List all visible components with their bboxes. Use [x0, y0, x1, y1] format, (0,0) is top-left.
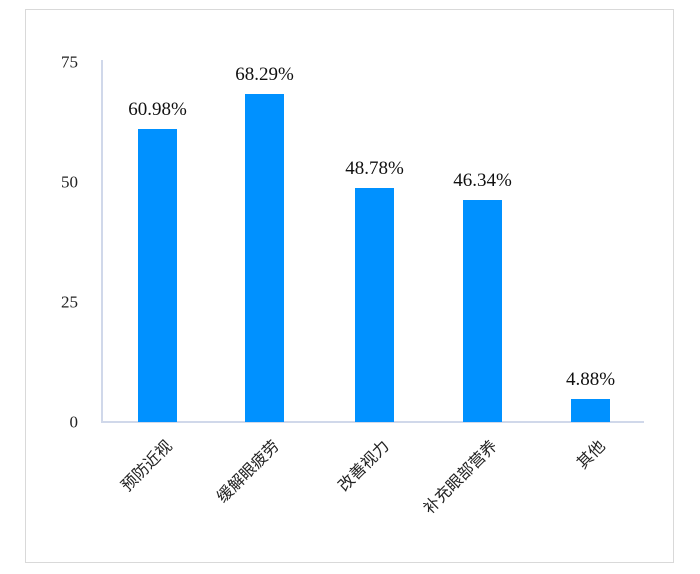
- y-tick-label: 50: [61, 172, 78, 192]
- y-tick-label: 25: [61, 292, 78, 312]
- x-axis-line: [102, 421, 644, 423]
- bar: [245, 94, 284, 422]
- y-tick-label: 0: [69, 412, 79, 432]
- bar-value-label: 68.29%: [235, 64, 294, 86]
- bar: [463, 199, 502, 422]
- bar-value-label: 4.88%: [565, 368, 616, 390]
- y-tick-label: 75: [61, 52, 78, 72]
- bar: [138, 129, 177, 422]
- chart-frame: [25, 9, 674, 563]
- y-axis-line: [101, 60, 103, 423]
- bar-value-label: 60.98%: [128, 99, 187, 121]
- bar: [355, 187, 394, 422]
- bar-value-label: 48.78%: [345, 157, 404, 179]
- bar: [571, 398, 610, 422]
- bar-value-label: 46.34%: [453, 169, 512, 191]
